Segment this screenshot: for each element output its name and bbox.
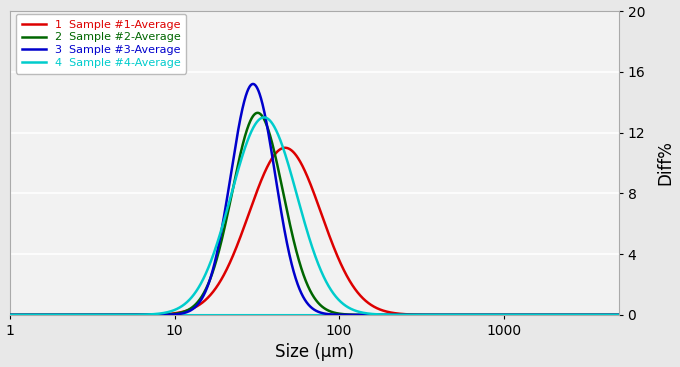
3  Sample #3-Average — [33, 313, 41, 317]
4  Sample #4-Average — [260, 115, 268, 120]
2  Sample #2-Average — [243, 128, 251, 132]
4  Sample #4-Average — [243, 140, 251, 145]
Line: 3  Sample #3-Average: 3 Sample #3-Average — [0, 84, 632, 315]
2  Sample #2-Average — [542, 313, 550, 317]
4  Sample #4-Average — [628, 313, 636, 317]
1  Sample #1-Average — [542, 313, 550, 317]
3  Sample #3-Average — [628, 313, 636, 317]
2  Sample #2-Average — [254, 110, 262, 115]
3  Sample #3-Average — [243, 90, 251, 95]
3  Sample #3-Average — [73, 313, 81, 317]
Legend: 1  Sample #1-Average, 2  Sample #2-Average, 3  Sample #3-Average, 4  Sample #4-A: 1 Sample #1-Average, 2 Sample #2-Average… — [16, 14, 186, 73]
2  Sample #2-Average — [628, 313, 636, 317]
3  Sample #3-Average — [249, 82, 257, 86]
2  Sample #2-Average — [33, 313, 41, 317]
1  Sample #1-Average — [628, 313, 636, 317]
1  Sample #1-Average — [73, 313, 81, 317]
4  Sample #4-Average — [33, 313, 41, 317]
Line: 4  Sample #4-Average: 4 Sample #4-Average — [0, 117, 632, 315]
3  Sample #3-Average — [542, 313, 550, 317]
1  Sample #1-Average — [33, 313, 41, 317]
3  Sample #3-Average — [214, 247, 222, 251]
3  Sample #3-Average — [615, 313, 623, 317]
1  Sample #1-Average — [243, 217, 251, 221]
1  Sample #1-Average — [281, 146, 289, 150]
Y-axis label: Diff%: Diff% — [656, 141, 675, 185]
2  Sample #2-Average — [615, 313, 623, 317]
4  Sample #4-Average — [214, 239, 222, 243]
4  Sample #4-Average — [615, 313, 623, 317]
2  Sample #2-Average — [73, 313, 81, 317]
1  Sample #1-Average — [214, 283, 222, 287]
4  Sample #4-Average — [542, 313, 550, 317]
4  Sample #4-Average — [73, 313, 81, 317]
Line: 1  Sample #1-Average: 1 Sample #1-Average — [0, 148, 632, 315]
X-axis label: Size (μm): Size (μm) — [275, 344, 354, 361]
1  Sample #1-Average — [615, 313, 623, 317]
2  Sample #2-Average — [214, 253, 222, 257]
Line: 2  Sample #2-Average: 2 Sample #2-Average — [0, 113, 632, 315]
